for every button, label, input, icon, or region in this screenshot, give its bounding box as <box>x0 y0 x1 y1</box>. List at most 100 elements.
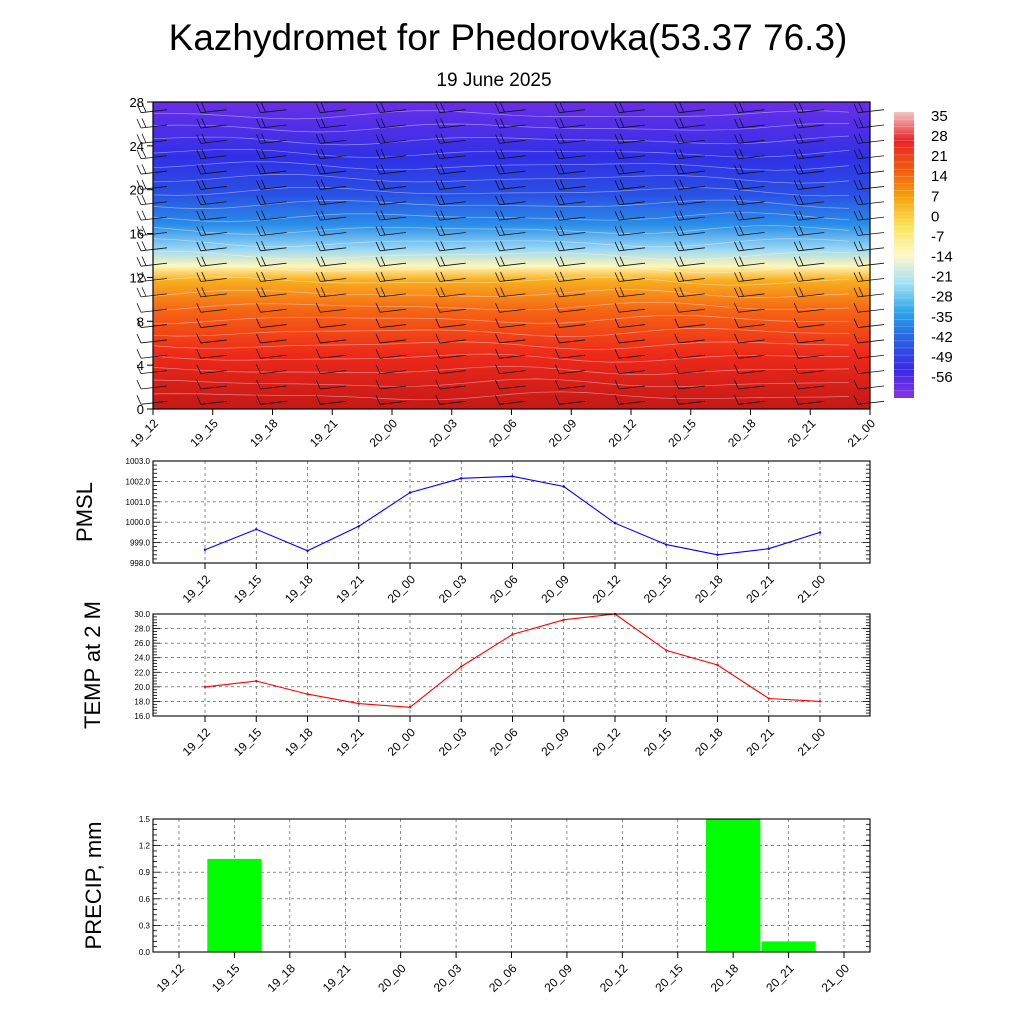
wind-barb-flag <box>440 287 446 297</box>
wind-barb <box>495 379 526 390</box>
wind-barb <box>375 364 407 375</box>
wind-barb <box>315 318 347 328</box>
wind-barb <box>495 210 526 221</box>
wind-barb-shaft <box>499 324 526 328</box>
wind-barb <box>734 271 765 282</box>
wind-barb-shaft <box>499 247 526 252</box>
wind-barb-flag <box>495 118 500 129</box>
wind-barb <box>495 303 526 313</box>
wind-barb <box>674 148 705 160</box>
wind-barb-flag <box>315 226 321 236</box>
wind-barb <box>853 271 885 282</box>
wind-barb <box>375 133 407 144</box>
wind-barb-shaft <box>439 247 466 252</box>
wind-barb <box>495 241 526 252</box>
wind-barb-shaft <box>320 139 347 144</box>
wind-barb-flag <box>559 241 565 251</box>
wind-barb-shaft <box>798 370 825 375</box>
wind-barb-flag <box>315 134 321 144</box>
wind-barb-flag <box>793 364 799 374</box>
wind-barb-shaft <box>678 370 705 375</box>
wind-barb <box>614 102 646 114</box>
wind-barb-flag <box>500 225 505 236</box>
wind-barb-flag <box>679 148 685 159</box>
wind-barb-flag <box>375 180 381 190</box>
wind-barb-flag <box>500 287 505 297</box>
wind-barb-flag <box>196 149 202 159</box>
wind-barb <box>554 225 586 236</box>
wind-barb <box>256 349 287 359</box>
wind-barb-flag <box>315 257 321 267</box>
wind-barb-shaft <box>678 139 705 144</box>
wind-barb <box>674 195 705 206</box>
wind-barb-flag <box>261 102 266 113</box>
panel-precip-y-axis-label: PRECIP, mm <box>81 822 106 950</box>
wind-barb-shaft <box>559 324 586 328</box>
wind-barb-flag <box>435 149 441 159</box>
heatmap-y-tick-label: 4 <box>137 358 144 373</box>
wind-barb-shaft <box>857 201 885 206</box>
wind-barb-flag <box>674 210 680 221</box>
wind-barb-flag <box>380 148 386 159</box>
wind-barb <box>614 195 646 206</box>
panel-pmsl-point <box>408 491 412 494</box>
wind-barb-shaft <box>618 216 646 221</box>
wind-barb-shaft <box>200 232 227 236</box>
wind-barb-flag <box>798 118 804 128</box>
wind-barb-flag <box>315 103 321 113</box>
wind-barb <box>853 102 885 114</box>
wind-barb-shaft <box>857 262 885 267</box>
wind-barb-flag <box>858 133 864 143</box>
wind-barb-shaft <box>738 339 765 344</box>
wind-barb-flag <box>614 180 620 190</box>
wind-barb <box>435 164 466 175</box>
wind-barb-flag <box>136 118 142 129</box>
wind-barb <box>315 195 347 206</box>
heatmap-y-tick-label: 0 <box>137 402 144 417</box>
wind-barb-shaft <box>320 339 347 344</box>
wind-barb <box>315 256 347 267</box>
wind-barb-flag <box>619 148 625 159</box>
wind-barb-flag <box>435 303 441 313</box>
wind-barb-shaft <box>499 293 526 298</box>
wind-barb <box>256 164 287 175</box>
contour-line <box>152 174 850 184</box>
wind-barb <box>734 349 765 359</box>
wind-barb-shaft <box>140 370 168 375</box>
panel-pmsl-y-axis-label: PMSL <box>72 482 97 542</box>
wind-barb <box>614 271 646 282</box>
colorbar-label: -14 <box>931 249 953 266</box>
wind-barb-flag <box>674 318 680 328</box>
wind-barb-shaft <box>738 247 765 252</box>
wind-barb-shaft <box>379 339 407 344</box>
wind-barb-flag <box>793 241 799 251</box>
wind-barb-flag <box>614 318 620 328</box>
panel-temp-y-axis-label: TEMP at 2 M <box>80 601 105 729</box>
wind-barb <box>614 148 646 160</box>
wind-barb <box>136 164 168 175</box>
wind-barb <box>614 164 646 175</box>
wind-barb-flag <box>440 271 446 282</box>
wind-barb-shaft <box>439 400 466 405</box>
wind-barb-flag <box>256 395 261 405</box>
wind-barb <box>495 349 526 359</box>
wind-barb-flag <box>674 272 680 282</box>
panel-temp-x-tick-label: 21_00 <box>795 725 829 759</box>
wind-barb-shaft <box>140 170 168 175</box>
wind-barb <box>734 133 765 144</box>
panel-precip-x-tick-label: 19_15 <box>209 961 243 995</box>
wind-barb-shaft <box>738 370 765 375</box>
wind-barb <box>435 195 466 206</box>
wind-barb-shaft <box>379 124 407 129</box>
wind-barb-shaft <box>618 109 646 114</box>
wind-barb-shaft <box>798 385 825 390</box>
wind-barb-flag <box>734 149 739 159</box>
wind-barb <box>435 271 466 282</box>
wind-barb <box>614 241 646 252</box>
wind-barb-flag <box>136 272 142 282</box>
wind-barb-flag <box>320 210 326 220</box>
heatmap-x-tick-label: 19_15 <box>187 416 221 450</box>
panel-temp-point <box>460 665 463 668</box>
wind-barb-flag <box>500 271 505 282</box>
wind-barb-flag <box>380 210 386 220</box>
